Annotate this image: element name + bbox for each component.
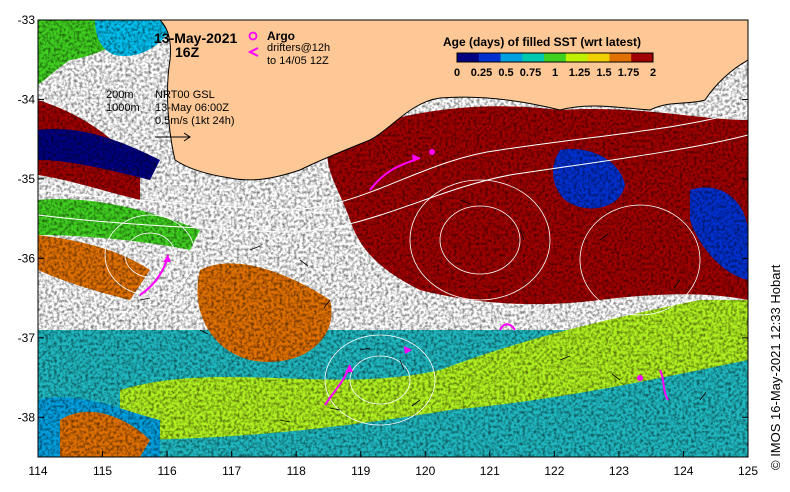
argo-legend-icon xyxy=(248,31,258,41)
product-time: 13-May 06:00Z xyxy=(155,102,229,114)
colorbar-swatch xyxy=(500,53,523,62)
lat-tick-label: -33 xyxy=(18,13,36,27)
lat-tick-label: -35 xyxy=(18,172,36,186)
longitude-axis: 114 115 116 117 118 119 120 121 122 123 124 125 xyxy=(28,451,758,478)
colorbar-tick-label: 1.75 xyxy=(618,67,639,79)
depth-1000-label: 1000m xyxy=(106,102,140,114)
lon-tick-label: 118 xyxy=(287,464,306,478)
lat-tick-label: -38 xyxy=(18,410,36,424)
colorbar-tick-label: 0 xyxy=(454,67,460,79)
colorbar-swatch xyxy=(522,53,545,62)
imos-credit: © IMOS 16-May-2021 12:33 Hobart xyxy=(768,264,783,470)
colorbar-swatch xyxy=(457,53,480,62)
plot-frame xyxy=(37,19,749,458)
colorbar-swatch xyxy=(544,53,567,62)
colorbar-tick-label: 0.5 xyxy=(498,67,513,79)
latitude-axis: -33 -34 -35 -36 -37 -38 xyxy=(18,13,748,424)
arrow-scale-label: 0.5m/s (1kt 24h) xyxy=(155,115,234,127)
eddy-contour xyxy=(409,179,551,301)
lon-tick-label: 121 xyxy=(480,464,500,478)
lat-tick-label: -36 xyxy=(18,251,36,265)
eddy-contour xyxy=(104,214,196,296)
map-date: 13-May-2021 xyxy=(154,30,237,46)
lon-tick-label: 116 xyxy=(158,464,177,478)
colorbar-tick-label: 1.5 xyxy=(596,67,611,79)
lat-tick-label: -34 xyxy=(18,92,36,106)
colorbar-swatch xyxy=(587,53,610,62)
lon-tick-label: 115 xyxy=(93,464,112,478)
lon-tick-label: 124 xyxy=(673,464,693,478)
colorbar-title: Age (days) of filled SST (wrt latest) xyxy=(443,35,641,49)
contour-1000m xyxy=(38,134,748,233)
colorbar-tick-label: 2 xyxy=(650,67,656,79)
colorbar-swatch xyxy=(478,53,502,62)
lon-tick-label: 123 xyxy=(609,464,629,478)
lon-tick-label: 122 xyxy=(544,464,564,478)
colorbar-tick-label: 1.25 xyxy=(569,67,590,79)
product-name: NRT00 GSL xyxy=(155,89,215,101)
colorbar-frame xyxy=(456,52,654,63)
colorbar-swatch xyxy=(631,53,654,62)
lon-tick-label: 125 xyxy=(738,464,758,478)
lat-tick-label: -37 xyxy=(18,331,36,345)
map-time: 16Z xyxy=(175,44,200,60)
eddy-contour xyxy=(324,334,436,426)
eddy-contour xyxy=(439,205,521,275)
lon-tick-label: 114 xyxy=(28,464,47,478)
symbol-legend: Argo drifters@12h to 14/05 12Z xyxy=(247,29,330,67)
contour-200m xyxy=(38,109,748,211)
scale-arrow-icon xyxy=(155,132,191,142)
depth-200-label: 200m xyxy=(106,89,134,101)
lon-tick-label: 120 xyxy=(415,464,435,478)
colorbar-swatch xyxy=(565,53,589,62)
velocity-arrows xyxy=(139,199,707,423)
colorbar-tick-label: 0.25 xyxy=(471,67,492,79)
lon-tick-label: 117 xyxy=(222,464,241,478)
drifter-heads xyxy=(163,154,420,372)
map-plot-area xyxy=(38,20,748,457)
argo-float xyxy=(429,149,435,155)
lon-tick-label: 119 xyxy=(351,464,370,478)
argo-label: Argo xyxy=(267,29,295,43)
drifter-label-1: drifters@12h xyxy=(267,42,330,54)
colorbar-swatch xyxy=(609,53,632,62)
drifter-label-2: to 14/05 12Z xyxy=(267,55,329,67)
product-annotation: 200m 1000m NRT00 GSL 13-May 06:00Z 0.5m/… xyxy=(106,89,234,142)
land-coastline xyxy=(159,20,748,181)
argo-float xyxy=(637,375,643,381)
eddy-contour xyxy=(349,355,411,405)
eddy-contour xyxy=(124,232,176,278)
colorbar-tick-label: 1 xyxy=(552,67,558,79)
eddy-contour xyxy=(579,204,701,316)
drifter-legend-icon xyxy=(247,47,259,57)
colorbar-tick-label: 0.75 xyxy=(520,67,541,79)
